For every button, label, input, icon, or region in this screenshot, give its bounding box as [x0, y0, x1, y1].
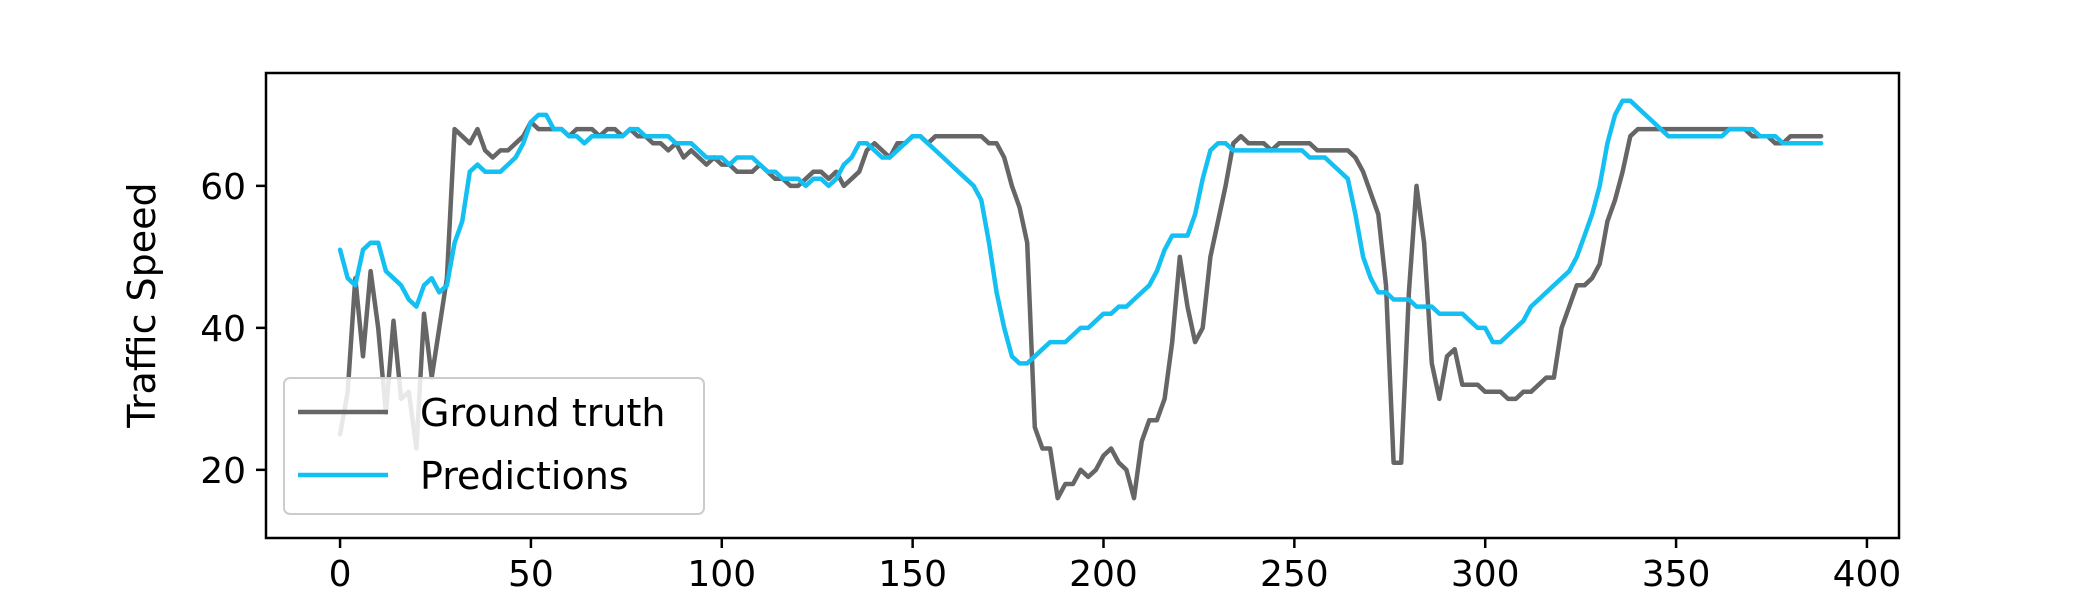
y-axis-label: Traffic Speed — [120, 182, 164, 428]
series-line-predictions — [337, 98, 1824, 366]
legend-box — [283, 377, 705, 515]
y-tick-label: 60 — [200, 167, 246, 208]
x-tick-label: 200 — [1069, 554, 1138, 595]
x-tick-label: 150 — [878, 554, 947, 595]
series-line-ground-truth — [337, 119, 1824, 501]
y-tick-label: 40 — [200, 309, 246, 350]
y-tick-label: 20 — [200, 451, 246, 492]
x-tick-label: 350 — [1642, 554, 1711, 595]
plot-area-frame — [264, 71, 1901, 540]
legend: Ground truth Predictions — [283, 377, 705, 515]
legend-label-ground-truth: Ground truth — [420, 391, 665, 435]
x-tick-label: 250 — [1260, 554, 1329, 595]
y-axis: 20 40 60 — [200, 167, 266, 492]
x-axis: 0 50 100 150 200 250 300 350 400 — [329, 538, 1902, 595]
x-tick-label: 0 — [329, 554, 352, 595]
x-tick-label: 50 — [508, 554, 554, 595]
legend-label-predictions: Predictions — [420, 454, 629, 498]
x-tick-label: 100 — [687, 554, 756, 595]
x-tick-label: 300 — [1451, 554, 1520, 595]
x-tick-label: 400 — [1833, 554, 1902, 595]
series-layer — [337, 98, 1824, 501]
